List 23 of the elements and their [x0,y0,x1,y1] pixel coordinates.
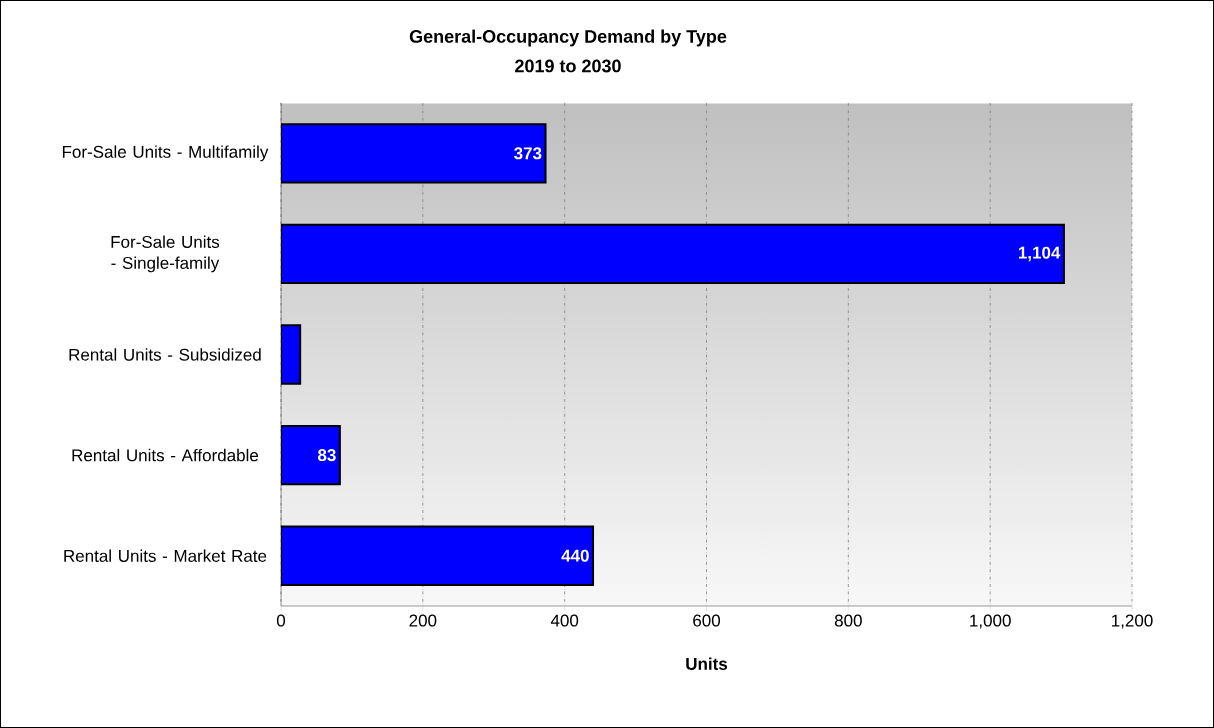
x-tick-label: 800 [834,614,862,627]
data-label: 440 [561,549,589,562]
x-tick-label: 200 [409,614,437,627]
x-axis-title: Units [686,657,728,670]
y-tick-label: For-Sale Units - Single-family [111,235,220,273]
x-tick-label: 1,000 [970,614,1011,629]
bar [281,223,1065,285]
bar [281,525,595,586]
chart-subtitle: 2019 to 2030 [515,59,621,73]
bar [281,424,341,486]
y-tick-label: Rental Units - Market Rate [64,549,267,562]
bar [281,123,547,184]
y-tick-label: Rental Units - Subsidized [69,348,261,361]
x-tick-label: 0 [276,614,286,627]
data-label: 373 [514,147,542,160]
data-label: 1,104 [1018,246,1061,262]
x-tick-label: 400 [550,614,579,627]
y-tick-label: For-Sale Units - Multifamily [62,145,269,162]
y-tick-label: Rental Units - Affordable [72,448,259,462]
x-tick-label: 600 [693,614,721,627]
x-tick-label: 1,200 [1112,614,1153,629]
data-label: 83 [317,449,336,462]
chart-title: General-Occupancy Demand by Type [409,29,727,47]
